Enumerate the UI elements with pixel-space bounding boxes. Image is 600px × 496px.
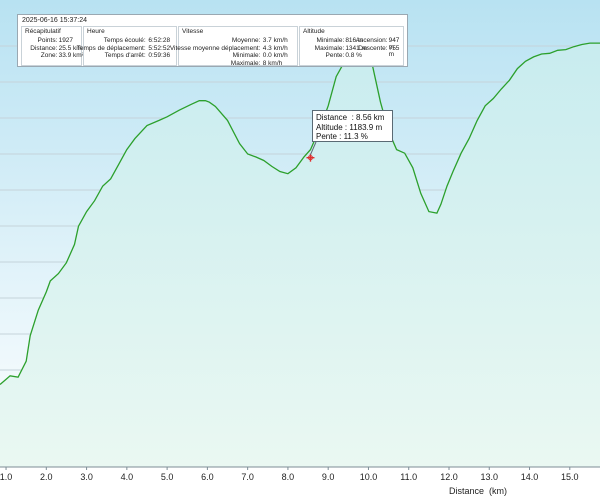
cursor-point[interactable] (307, 155, 313, 161)
x-tick-label: 9.0 (322, 472, 335, 482)
stat-row: Temps de déplacement: 5:52:52 (76, 44, 171, 52)
x-tick-label: 12.0 (440, 472, 458, 482)
x-tick-labels: 1.0 2.0 3.0 4.0 5.0 6.0 7.0 8.0 9.0 10.0 11.0 12.0 1… (0, 467, 579, 482)
elevation-line (0, 42, 600, 385)
x-tick-label: 1.0 (0, 472, 12, 482)
section-title: Récapitulatif (25, 28, 61, 35)
stat-row: Zone: 33.9 km² (40, 52, 84, 59)
x-axis-label: Distance (km) (449, 486, 507, 496)
stat-row: Vitesse moyenne déplacement: 4.3 km/h (169, 44, 288, 52)
stat-row: Minimale: 816 m Ascension: 947 m (316, 37, 400, 51)
section-summary: Récapitulatif Points: 1927 Distance: 25.5 … (21, 26, 84, 66)
stat-row: Maximale: 1341 m Descente: 755 m (314, 44, 400, 58)
section-title: Vitesse (182, 28, 204, 35)
stat-row: Points: 1927 (37, 37, 74, 44)
x-tick-label: 10.0 (360, 472, 378, 482)
stat-row: Temps d'arrêt: 0:59:36 (104, 52, 171, 59)
section-title: Altitude (303, 28, 325, 35)
x-tick-label: 15.0 (561, 472, 579, 482)
x-tick-label: 2.0 (40, 472, 53, 482)
section-altitude: Altitude Minimale: 816 m Ascension: 947 … (299, 26, 404, 66)
tooltip-distance: Distance : 8.56 km (316, 113, 385, 122)
stat-row: Moyenne: 3.7 km/h (231, 37, 288, 44)
x-tick-label: 6.0 (201, 472, 214, 482)
date-time: 2025-06-16 15:37:24 (22, 17, 87, 24)
x-tick-label: 4.0 (121, 472, 134, 482)
x-tick-label: 11.0 (400, 472, 417, 482)
cursor-marker[interactable] (306, 141, 317, 162)
stat-row: Maximale: 8 km/h (230, 59, 283, 67)
x-tick-label: 13.0 (480, 472, 498, 482)
x-tick-label: 5.0 (161, 472, 174, 482)
cursor-tooltip: Distance : 8.56 km Altitude : 1183.9 m P… (312, 110, 393, 142)
stat-row: Distance: 25.5 km (30, 44, 82, 52)
tooltip-slope: Pente : 11.3 % (316, 132, 368, 141)
section-speed: Vitesse Moyenne: 3.7 km/h Vitesse moyenne… (169, 26, 298, 67)
stat-row: Minimale: 0.0 km/h (232, 52, 288, 59)
x-tick-label: 8.0 (282, 472, 295, 482)
stat-row: Temps écoulé: 6:52:28 (103, 37, 171, 44)
summary-panel: 2025-06-16 15:37:24 Récapitulatif Points… (17, 14, 408, 67)
tooltip-pointer (310, 141, 317, 155)
x-tick-label: 7.0 (241, 472, 254, 482)
elevation-area (0, 43, 600, 467)
tooltip-altitude: Altitude : 1183.9 m (316, 122, 383, 132)
section-title: Heure (87, 28, 105, 35)
section-time: Heure Temps écoulé: 6:52:28 Temps de dépl… (76, 26, 177, 66)
x-tick-label: 14.0 (521, 472, 539, 482)
stat-row: Pente: 0.8 % (325, 52, 362, 59)
x-tick-label: 3.0 (80, 472, 93, 482)
